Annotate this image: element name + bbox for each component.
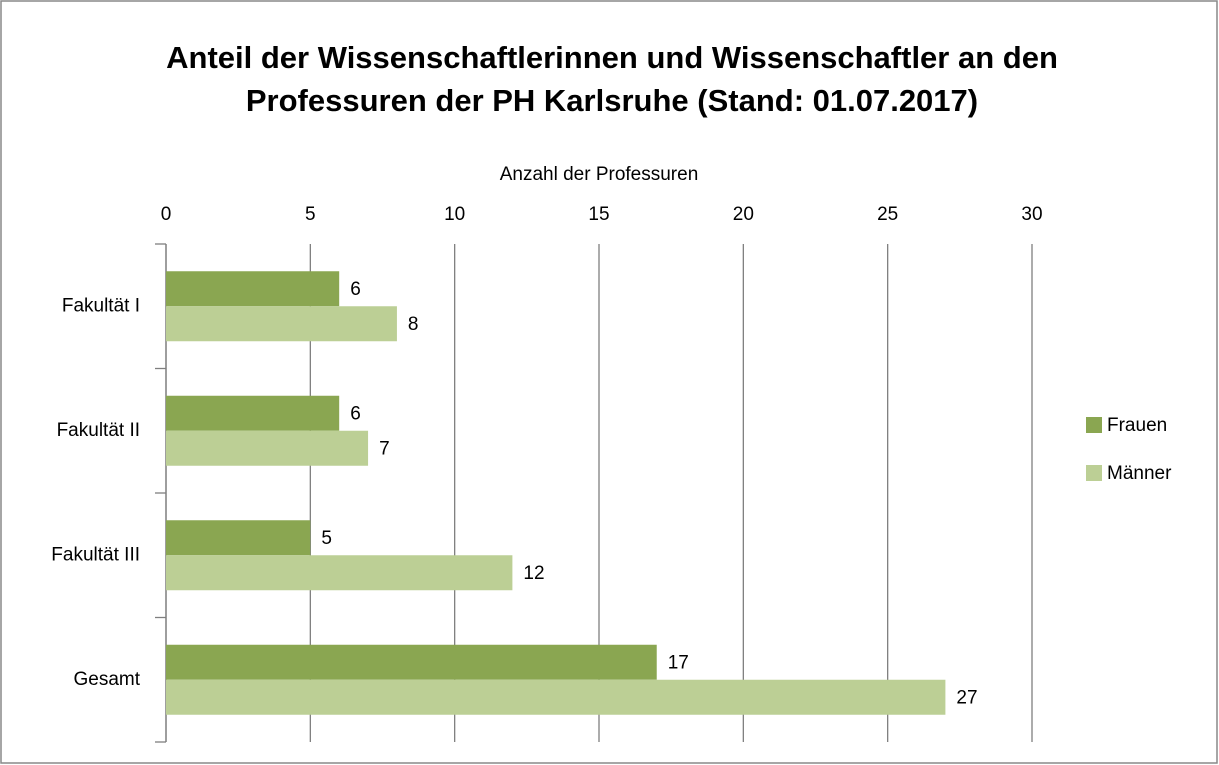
bar [166, 644, 657, 680]
x-tick-label: 5 [305, 204, 316, 225]
y-tick-label: Gesamt [73, 669, 140, 690]
x-axis-label: Anzahl der Professuren [500, 164, 699, 185]
chart-title: Anteil der Wissenschaftlerinnen und Wiss… [166, 40, 1058, 75]
legend-label: Männer [1107, 463, 1172, 484]
legend-label: Frauen [1107, 415, 1167, 436]
y-tick-label: Fakultät I [62, 295, 140, 316]
x-tick-label: 30 [1021, 204, 1042, 225]
bar [166, 679, 946, 715]
bar [166, 430, 369, 466]
data-label: 6 [350, 279, 361, 300]
bar [166, 271, 340, 307]
chart-title: Professuren der PH Karlsruhe (Stand: 01.… [246, 83, 978, 118]
bar [166, 306, 397, 342]
data-label: 12 [523, 563, 544, 584]
x-tick-label: 10 [444, 204, 465, 225]
data-label: 8 [408, 314, 419, 335]
data-label: 6 [350, 403, 361, 424]
bar [166, 520, 311, 556]
x-tick-label: 0 [161, 204, 172, 225]
legend-swatch [1086, 465, 1102, 481]
data-label: 7 [379, 438, 390, 459]
x-tick-label: 15 [588, 204, 609, 225]
data-label: 17 [668, 652, 689, 673]
legend-swatch [1086, 417, 1102, 433]
bar [166, 555, 513, 591]
data-label: 5 [321, 528, 332, 549]
y-tick-label: Fakultät II [57, 420, 140, 441]
data-label: 27 [956, 687, 977, 708]
x-tick-label: 20 [733, 204, 754, 225]
x-tick-label: 25 [877, 204, 898, 225]
bar [166, 395, 340, 431]
y-tick-label: Fakultät III [51, 544, 140, 565]
